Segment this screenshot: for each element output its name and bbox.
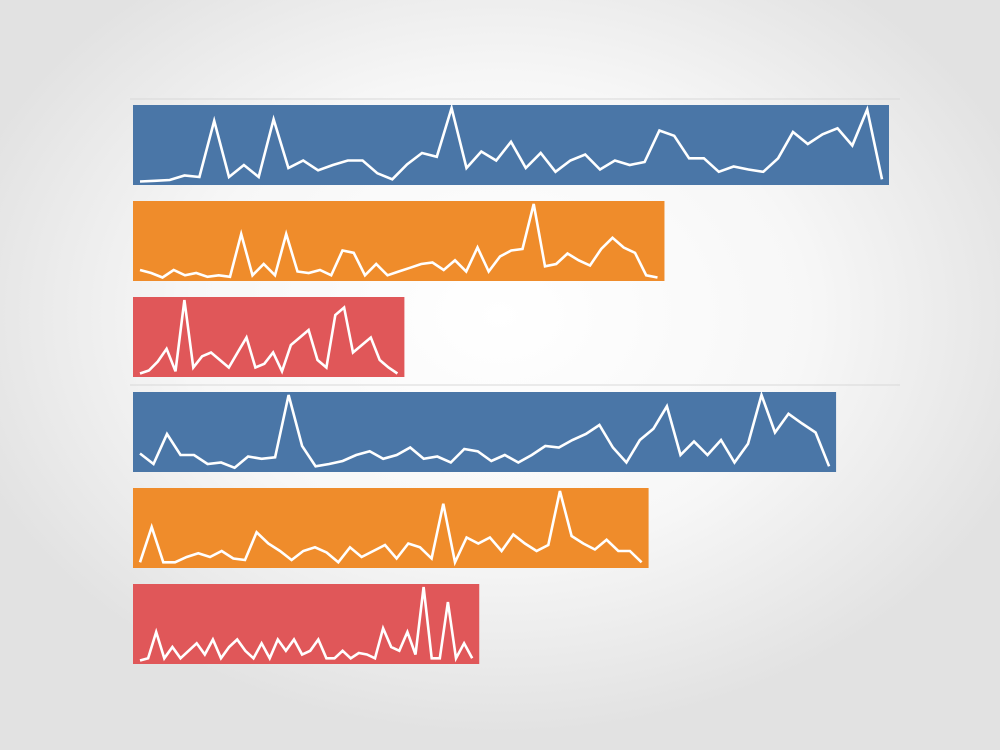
bar-2-2 [133, 488, 649, 568]
bar-rect [133, 201, 665, 281]
sparkline [139, 299, 399, 375]
sparkline [139, 103, 884, 183]
sparkline [139, 390, 831, 470]
sparkline [138, 490, 643, 567]
bar-1-1 [133, 103, 889, 185]
bar-group-2 [133, 390, 837, 664]
bar-1-2 [133, 201, 665, 281]
sparkline [139, 586, 474, 663]
bar-2-1 [133, 390, 837, 472]
bar-rect [133, 392, 837, 472]
bar-2-3 [133, 584, 480, 664]
sparkline [139, 203, 658, 279]
bar-1-3 [133, 297, 405, 377]
bar-rect [133, 105, 889, 185]
bar-rect [133, 297, 405, 377]
bar-group-1 [133, 103, 889, 377]
